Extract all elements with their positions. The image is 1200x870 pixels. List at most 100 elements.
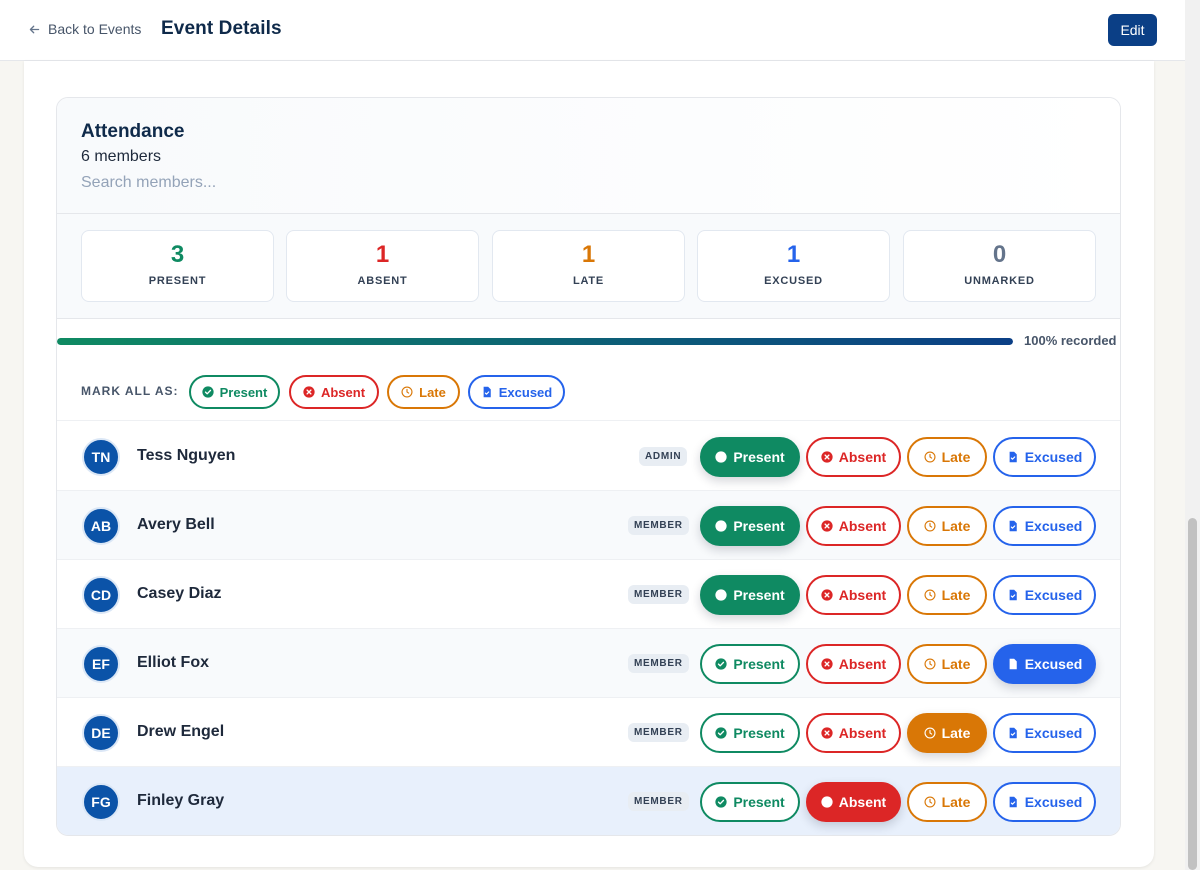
late-button[interactable]: Late: [907, 437, 987, 477]
present-button[interactable]: Present: [700, 644, 800, 684]
role-badge: MEMBER: [628, 585, 689, 604]
member-row: TN Tess Nguyen ADMIN Present Absent Late Excus…: [57, 422, 1120, 491]
late-button[interactable]: Late: [907, 575, 987, 615]
status-label: Absent: [838, 794, 887, 810]
status-label: Absent: [838, 656, 887, 672]
member-row: CD Casey Diaz MEMBER Present Absent Late Excus…: [57, 560, 1120, 629]
excused-button[interactable]: Excused: [993, 506, 1096, 546]
present-button[interactable]: Present: [700, 437, 800, 477]
attendance-panel: Attendance 6 members 3 PRESENT 1 ABSENT 1 LAT…: [56, 97, 1121, 836]
status-label: Present: [733, 725, 785, 741]
absent-button[interactable]: Absent: [806, 713, 901, 753]
status-label: Late: [941, 587, 971, 603]
late-button[interactable]: Late: [907, 782, 987, 822]
absent-button[interactable]: Absent: [806, 782, 901, 822]
check-circle-icon: [715, 727, 727, 739]
mark-all-late-button[interactable]: Late: [387, 375, 460, 409]
status-label: Excused: [1024, 656, 1083, 672]
x-circle-icon: [821, 589, 833, 601]
document-icon: [1009, 796, 1017, 808]
stat-value: 1: [375, 241, 390, 268]
member-name: Tess Nguyen: [137, 447, 236, 464]
status-label: Present: [733, 449, 785, 465]
stat-label: ABSENT: [357, 275, 408, 287]
status-label: Excused: [1024, 725, 1083, 741]
recorded-progress-fill: [57, 338, 1013, 345]
stat-card-excused: 1 EXCUSED: [697, 230, 890, 302]
late-button[interactable]: Late: [907, 713, 987, 753]
excused-button[interactable]: Excused: [993, 437, 1096, 477]
stat-label: PRESENT: [148, 275, 207, 287]
search-members-input[interactable]: [81, 172, 481, 194]
status-label: Late: [941, 449, 971, 465]
status-label: Excused: [1024, 518, 1083, 534]
member-row: FG Finley Gray MEMBER Present Absent Late Excu…: [57, 767, 1120, 835]
present-button[interactable]: Present: [700, 575, 800, 615]
x-circle-icon: [821, 451, 833, 463]
mark-all-option-label: Present: [219, 384, 268, 400]
x-circle-icon: [303, 386, 315, 398]
excused-button[interactable]: Excused: [993, 713, 1096, 753]
back-to-events-link[interactable]: Back to Events: [28, 20, 141, 38]
avatar: EF: [82, 645, 120, 683]
document-icon: [1009, 520, 1017, 532]
document-icon: [1009, 589, 1017, 601]
scrollbar-thumb[interactable]: [1188, 518, 1197, 870]
member-name: Drew Engel: [137, 723, 225, 740]
late-button[interactable]: Late: [907, 644, 987, 684]
status-label: Late: [941, 518, 971, 534]
member-name: Avery Bell: [137, 516, 215, 533]
absent-button[interactable]: Absent: [806, 575, 901, 615]
top-bar: Back to Events Event Details Edit: [0, 0, 1185, 61]
stat-label: LATE: [572, 275, 605, 287]
status-label: Present: [733, 587, 785, 603]
role-badge: MEMBER: [628, 654, 689, 673]
avatar: CD: [82, 576, 120, 614]
mark-all-option-label: Late: [419, 384, 446, 400]
stat-card-unmarked: 0 UNMARKED: [903, 230, 1096, 302]
edit-button[interactable]: Edit: [1108, 14, 1157, 46]
stat-value: 1: [581, 241, 596, 268]
member-name: Elliot Fox: [137, 654, 209, 671]
recorded-progress-label: 100% recorded: [1024, 333, 1117, 348]
mark-all-present-button[interactable]: Present: [189, 375, 280, 409]
status-label: Excused: [1024, 449, 1083, 465]
status-label: Absent: [838, 518, 887, 534]
stat-card-present: 3 PRESENT: [81, 230, 274, 302]
status-label: Absent: [838, 587, 887, 603]
status-label: Absent: [838, 449, 887, 465]
stat-value: 3: [170, 241, 185, 268]
check-circle-icon: [202, 386, 214, 398]
clock-icon: [401, 386, 413, 398]
check-circle-icon: [715, 520, 727, 532]
avatar: TN: [82, 438, 120, 476]
clock-icon: [924, 520, 936, 532]
member-name: Casey Diaz: [137, 585, 222, 602]
late-button[interactable]: Late: [907, 506, 987, 546]
absent-button[interactable]: Absent: [806, 437, 901, 477]
present-button[interactable]: Present: [700, 782, 800, 822]
excused-button[interactable]: Excused: [993, 644, 1096, 684]
x-circle-icon: [821, 796, 833, 808]
mark-all-absent-button[interactable]: Absent: [289, 375, 379, 409]
role-badge: MEMBER: [628, 792, 689, 811]
excused-button[interactable]: Excused: [993, 575, 1096, 615]
document-icon: [483, 386, 491, 398]
member-row: DE Drew Engel MEMBER Present Absent Late Excus…: [57, 698, 1120, 767]
absent-button[interactable]: Absent: [806, 506, 901, 546]
arrow-left-icon: [29, 25, 40, 33]
page-title: Event Details: [161, 18, 282, 39]
absent-button[interactable]: Absent: [806, 644, 901, 684]
present-button[interactable]: Present: [700, 506, 800, 546]
attendance-header: Attendance 6 members: [57, 98, 1120, 214]
check-circle-icon: [715, 451, 727, 463]
status-label: Late: [941, 656, 971, 672]
check-circle-icon: [715, 658, 727, 670]
stat-card-absent: 1 ABSENT: [286, 230, 479, 302]
status-label: Absent: [838, 725, 887, 741]
member-name: Finley Gray: [137, 792, 225, 809]
mark-all-excused-button[interactable]: Excused: [468, 375, 565, 409]
present-button[interactable]: Present: [700, 713, 800, 753]
excused-button[interactable]: Excused: [993, 782, 1096, 822]
x-circle-icon: [821, 520, 833, 532]
